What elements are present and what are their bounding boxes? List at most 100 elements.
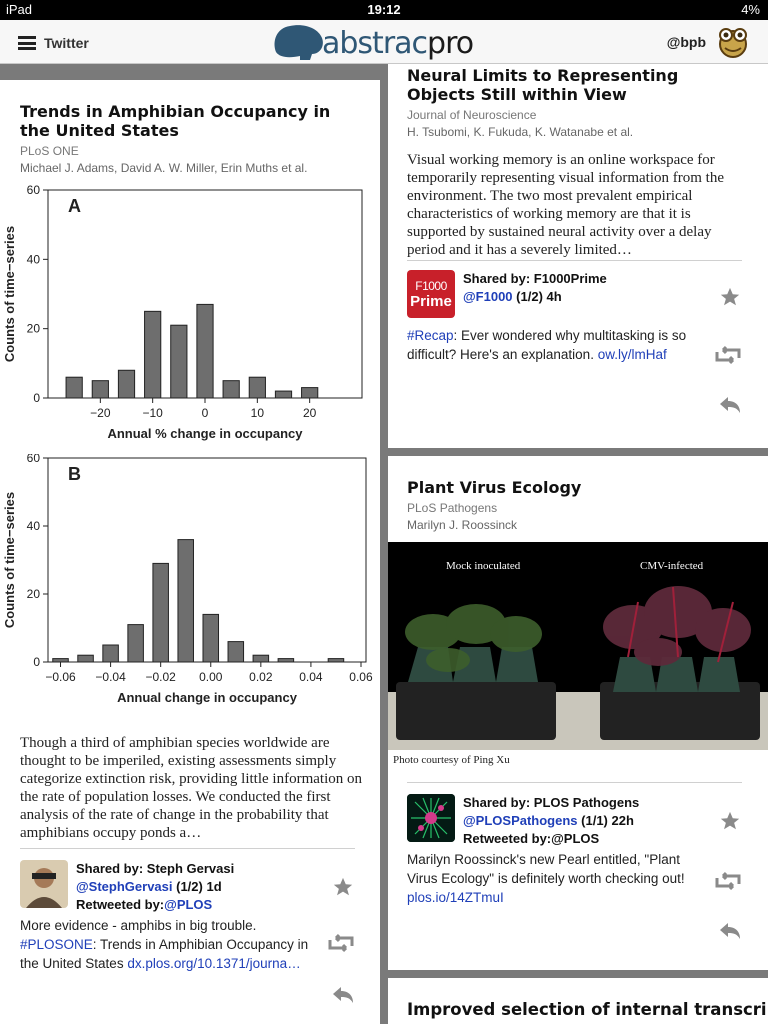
article-abstract[interactable]: Visual working memory is an online works… xyxy=(407,152,724,258)
menu-button[interactable]: Twitter xyxy=(18,33,98,53)
article-journal: Journal of Neuroscience xyxy=(407,108,537,122)
reply-icon[interactable] xyxy=(330,984,356,1006)
head-silhouette-icon xyxy=(274,25,323,60)
y-tick-label: 60 xyxy=(27,454,41,465)
shared-by: Shared by: Steph Gervasi xyxy=(76,861,235,876)
photo-caption: Photo courtesy of Ping Xu xyxy=(388,752,768,772)
tweet-text: Marilyn Roossinck's new Pearl entitled, … xyxy=(407,850,707,907)
retweet-icon[interactable] xyxy=(326,932,356,954)
histogram-bar xyxy=(102,644,119,663)
y-tick-label: 40 xyxy=(27,252,41,266)
histogram-bar xyxy=(274,390,293,399)
share-block: Shared by: PLOS Pathogens @PLOSPathogens… xyxy=(407,794,752,964)
article-journal: PLoS Pathogens xyxy=(407,501,498,515)
article-card-amphibian[interactable]: Trends in Amphibian Occupancy in the Uni… xyxy=(0,80,380,1024)
divider xyxy=(20,848,355,849)
histogram-bar xyxy=(301,387,319,399)
photo-label-mock: Mock inoculated xyxy=(446,560,521,572)
favorite-star-icon[interactable] xyxy=(717,810,743,832)
histogram-bar xyxy=(196,303,214,399)
article-abstract[interactable]: Though a third of amphibian species worl… xyxy=(20,735,362,841)
sharer-avatar[interactable]: F1000 Prime xyxy=(407,270,455,318)
histogram-bar xyxy=(117,369,136,399)
favorite-star-icon[interactable] xyxy=(717,286,743,308)
article-card-next[interactable]: Improved selection of internal transcrib… xyxy=(388,978,768,1024)
histogram-bar xyxy=(52,658,69,663)
panel-label: A xyxy=(68,196,81,216)
nav-bar: Twitter abstracpro @bpb xyxy=(0,20,768,64)
shared-by: Shared by: PLOS Pathogens xyxy=(463,795,640,810)
y-axis-label: Counts of time−series xyxy=(2,226,17,362)
battery-level: 4% xyxy=(741,2,760,17)
hamburger-icon xyxy=(18,36,36,50)
username[interactable]: @bpb xyxy=(666,34,706,50)
histogram-bar xyxy=(222,380,240,399)
divider xyxy=(407,260,742,261)
histogram-bar xyxy=(277,658,295,663)
favorite-star-icon[interactable] xyxy=(330,876,356,898)
tweet-link[interactable]: dx.plos.org/10.1371/journa… xyxy=(127,956,301,971)
sharer-handle[interactable]: @PLOSPathogens xyxy=(463,813,578,828)
device-label: iPad xyxy=(6,2,33,17)
y-tick-label: 0 xyxy=(33,391,40,405)
article-card-plant-virus[interactable]: Plant Virus Ecology PLoS Pathogens Maril… xyxy=(388,456,768,970)
reply-icon[interactable] xyxy=(717,920,743,942)
x-tick-label: −0.04 xyxy=(95,670,126,684)
photo-label-cmv: CMV-infected xyxy=(640,560,704,572)
sharer-avatar[interactable] xyxy=(20,860,68,908)
logo-text-pro: pro xyxy=(427,26,474,61)
y-tick-label: 20 xyxy=(27,587,41,601)
logo-f1000: F1000 xyxy=(415,279,447,293)
retweet-icon[interactable] xyxy=(713,344,743,366)
sharer-handle[interactable]: @StephGervasi xyxy=(76,879,173,894)
article-title[interactable]: Plant Virus Ecology xyxy=(407,478,582,497)
x-tick-label: −0.02 xyxy=(145,670,176,684)
tweet-link[interactable]: ow.ly/lmHaf xyxy=(597,347,667,362)
y-tick-label: 40 xyxy=(27,519,41,533)
histogram-bar xyxy=(248,376,266,399)
histogram-panel-a: 0 20 40 60 −20 −10 0 10 20 A Annual % change in oc… xyxy=(2,184,363,441)
article-card-neural[interactable]: Neural Limits to Representing Objects St… xyxy=(388,64,768,448)
tweet-text: #Recap: Ever wondered why multitasking i… xyxy=(407,326,707,364)
retweeter-handle[interactable]: @PLOS xyxy=(164,897,213,912)
retweet-icon[interactable] xyxy=(713,870,743,892)
tweet-plain: More evidence - amphibs in big trouble. xyxy=(20,918,257,933)
y-tick-label: 0 xyxy=(33,655,40,669)
x-tick-label: 0 xyxy=(202,406,209,420)
article-title[interactable]: Neural Limits to Representing Objects St… xyxy=(407,66,679,104)
tweet-plain: Marilyn Roossinck's new Pearl entitled, … xyxy=(407,852,685,886)
tweet-link[interactable]: plos.io/14ZTmuI xyxy=(407,890,504,905)
reply-icon[interactable] xyxy=(717,394,743,416)
menu-label: Twitter xyxy=(44,35,89,51)
article-authors: Marilyn J. Roossinck xyxy=(407,518,518,532)
clock: 19:12 xyxy=(367,2,401,17)
histogram-bar xyxy=(252,654,270,663)
x-tick-label: 0.02 xyxy=(249,670,273,684)
histogram-bar xyxy=(327,658,345,663)
share-count: (1/1) 22h xyxy=(581,813,634,828)
histogram-bar xyxy=(227,641,245,663)
article-journal: PLoS ONE xyxy=(20,144,79,158)
frog-avatar-icon[interactable] xyxy=(716,25,750,59)
histogram-bar xyxy=(152,562,169,663)
x-axis-label: Annual change in occupancy xyxy=(117,690,298,705)
sharer-handle[interactable]: @F1000 xyxy=(463,289,513,304)
sharer-avatar[interactable] xyxy=(407,794,455,842)
x-tick-label: 10 xyxy=(251,406,265,420)
x-axis-label: Annual % change in occupancy xyxy=(107,426,303,441)
hashtag-link[interactable]: #PLOSONE xyxy=(20,937,93,952)
article-title[interactable]: Trends in Amphibian Occupancy in the Uni… xyxy=(20,102,331,140)
article-authors: H. Tsubomi, K. Fukuda, K. Watanabe et al… xyxy=(407,125,634,139)
x-tick-label: −10 xyxy=(142,406,163,420)
article-figure: 0 20 40 60 −20 −10 0 10 20 A Annual % change in oc… xyxy=(0,184,380,726)
status-bar: iPad 19:12 4% xyxy=(0,0,768,20)
app-logo: abstracpro xyxy=(270,22,500,62)
article-title[interactable]: Improved selection of internal transcrib… xyxy=(407,1000,768,1019)
share-count: (1/2) 4h xyxy=(516,289,562,304)
x-tick-label: −0.06 xyxy=(45,670,76,684)
hashtag-link[interactable]: #Recap xyxy=(407,328,454,343)
histogram-bar xyxy=(127,624,144,663)
plant-photo: Mock inoculated CMV-infected xyxy=(388,542,768,750)
share-block: Shared by: Steph Gervasi @StephGervasi (… xyxy=(20,860,365,1010)
x-tick-label: 0.00 xyxy=(199,670,223,684)
